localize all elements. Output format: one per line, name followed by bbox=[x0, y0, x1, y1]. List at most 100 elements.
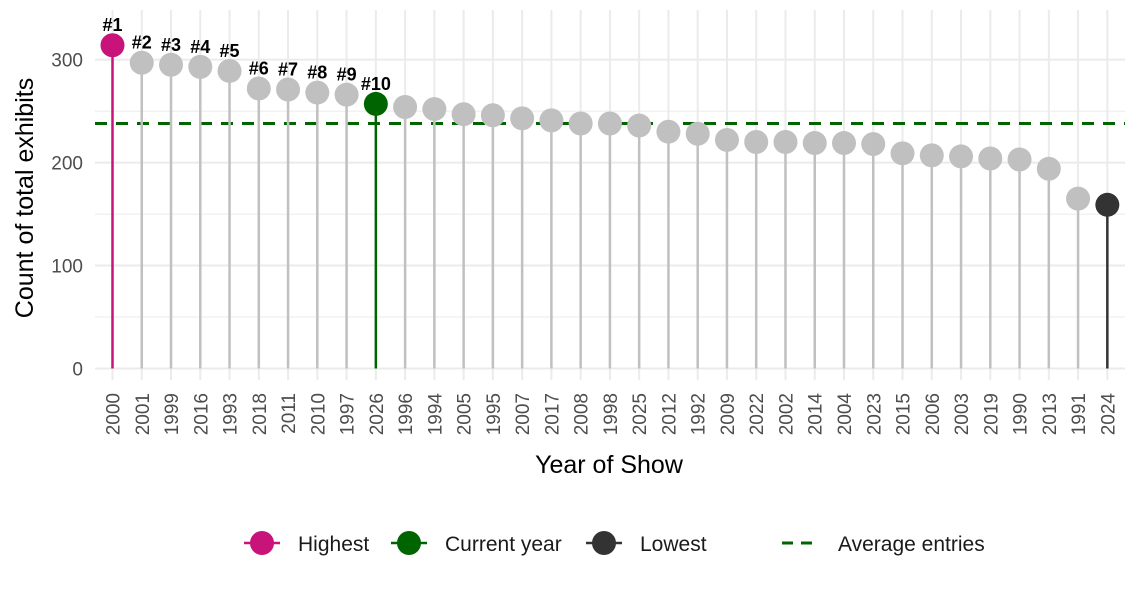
point-2004 bbox=[832, 131, 856, 156]
point-1992 bbox=[685, 121, 710, 146]
legend-label: Lowest bbox=[640, 533, 707, 556]
legend-item-average: Average entries bbox=[782, 533, 985, 556]
rank-label-10: #10 bbox=[361, 74, 391, 94]
y-tick-label: 0 bbox=[72, 360, 83, 381]
x-tick-label: 2019 bbox=[981, 393, 1002, 435]
point-2018 bbox=[246, 76, 271, 101]
x-tick-label: 2022 bbox=[747, 393, 768, 435]
rank-label-6: #6 bbox=[249, 58, 269, 78]
rank-labels: #1 #2 #3 #4 #5 #6 #7 #8 #9 #10 bbox=[102, 15, 390, 94]
x-tick-label: 2026 bbox=[367, 393, 388, 435]
point-2026 bbox=[363, 91, 388, 116]
rank-label-5: #5 bbox=[220, 41, 240, 61]
x-tick-label: 2004 bbox=[835, 393, 856, 436]
legend-dot bbox=[250, 531, 274, 555]
y-tick-label: 200 bbox=[51, 154, 83, 175]
point-1993 bbox=[217, 58, 242, 83]
lollipop-points bbox=[100, 33, 1120, 217]
point-2023 bbox=[861, 132, 886, 157]
x-tick-label: 2024 bbox=[1098, 393, 1119, 436]
point-2011 bbox=[276, 77, 301, 102]
x-tick-label: 2018 bbox=[250, 393, 271, 435]
x-tick-label: 2012 bbox=[659, 393, 680, 435]
x-tick-label: 1992 bbox=[689, 393, 710, 435]
rank-label-1: #1 bbox=[102, 15, 122, 35]
legend: Highest Current year Lowest Average entries bbox=[244, 531, 985, 556]
rank-label-4: #4 bbox=[190, 37, 210, 57]
x-axis-ticks: 2000 2001 1999 2016 1993 2018 2011 2010 1997 2026… bbox=[104, 393, 1120, 436]
x-tick-label: 1991 bbox=[1069, 393, 1090, 435]
x-tick-label: 2014 bbox=[806, 393, 827, 436]
legend-item-lowest: Lowest bbox=[586, 531, 707, 556]
legend-dot bbox=[397, 531, 421, 555]
x-tick-label: 2010 bbox=[308, 393, 329, 435]
x-tick-label: 2006 bbox=[923, 393, 944, 435]
x-tick-label: 2007 bbox=[513, 393, 534, 435]
point-2005 bbox=[451, 102, 476, 127]
point-2002 bbox=[773, 130, 798, 155]
x-tick-label: 2017 bbox=[542, 393, 563, 435]
point-1994 bbox=[422, 97, 447, 122]
x-tick-label: 2008 bbox=[572, 393, 593, 435]
x-tick-label: 2002 bbox=[776, 393, 797, 435]
point-1996 bbox=[393, 95, 418, 120]
rank-label-9: #9 bbox=[337, 65, 357, 85]
point-2017 bbox=[539, 108, 564, 133]
x-tick-label: 2016 bbox=[191, 393, 212, 435]
rank-label-7: #7 bbox=[278, 60, 298, 80]
rank-label-8: #8 bbox=[307, 63, 327, 83]
legend-label: Current year bbox=[445, 533, 562, 556]
y-axis-ticks: 0 100 200 300 bbox=[51, 51, 83, 381]
point-2022 bbox=[744, 130, 769, 155]
x-tick-label: 1997 bbox=[338, 393, 359, 435]
point-2015 bbox=[890, 141, 915, 166]
point-2025 bbox=[627, 113, 652, 138]
point-2024 bbox=[1095, 192, 1120, 217]
x-tick-label: 1993 bbox=[221, 393, 242, 435]
rank-label-2: #2 bbox=[132, 33, 152, 53]
point-2007 bbox=[510, 106, 535, 131]
x-tick-label: 1996 bbox=[396, 393, 417, 435]
x-tick-label: 2005 bbox=[455, 393, 476, 435]
x-tick-label: 1995 bbox=[484, 393, 505, 435]
point-2012 bbox=[656, 119, 681, 144]
point-1990 bbox=[1007, 147, 1032, 172]
point-1999 bbox=[159, 52, 184, 77]
point-1995 bbox=[480, 103, 505, 128]
x-tick-label: 2023 bbox=[864, 393, 885, 435]
x-tick-label: 2011 bbox=[279, 393, 300, 434]
x-tick-label: 2025 bbox=[630, 393, 651, 435]
legend-label: Highest bbox=[298, 533, 369, 556]
x-tick-label: 2000 bbox=[104, 393, 125, 435]
x-tick-label: 1998 bbox=[601, 393, 622, 435]
x-tick-label: 1999 bbox=[162, 393, 183, 435]
y-tick-label: 100 bbox=[51, 257, 83, 278]
point-2014 bbox=[802, 131, 827, 156]
rank-label-3: #3 bbox=[161, 35, 181, 55]
point-2003 bbox=[949, 144, 974, 169]
x-tick-label: 2013 bbox=[1040, 393, 1061, 435]
point-1998 bbox=[597, 111, 622, 136]
y-axis-title: Count of total exhibits bbox=[11, 78, 39, 318]
point-1997 bbox=[334, 82, 359, 107]
y-tick-label: 300 bbox=[51, 51, 83, 72]
x-tick-label: 2001 bbox=[133, 393, 154, 435]
x-axis-title: Year of Show bbox=[535, 451, 684, 479]
x-tick-label: 2003 bbox=[952, 393, 973, 435]
x-tick-label: 2009 bbox=[718, 393, 739, 435]
point-2009 bbox=[714, 127, 739, 152]
point-1991 bbox=[1066, 186, 1091, 211]
point-2010 bbox=[305, 80, 330, 105]
point-2008 bbox=[568, 111, 593, 136]
legend-item-highest: Highest bbox=[244, 531, 369, 556]
lollipop-stems bbox=[111, 45, 1109, 369]
legend-dot bbox=[592, 531, 616, 555]
point-2001 bbox=[129, 50, 154, 75]
x-tick-label: 1994 bbox=[425, 393, 446, 436]
point-2000 bbox=[100, 33, 125, 58]
legend-item-current: Current year bbox=[391, 531, 562, 556]
point-2019 bbox=[978, 146, 1003, 171]
x-tick-label: 1990 bbox=[1011, 393, 1032, 435]
x-tick-label: 2015 bbox=[894, 393, 915, 435]
